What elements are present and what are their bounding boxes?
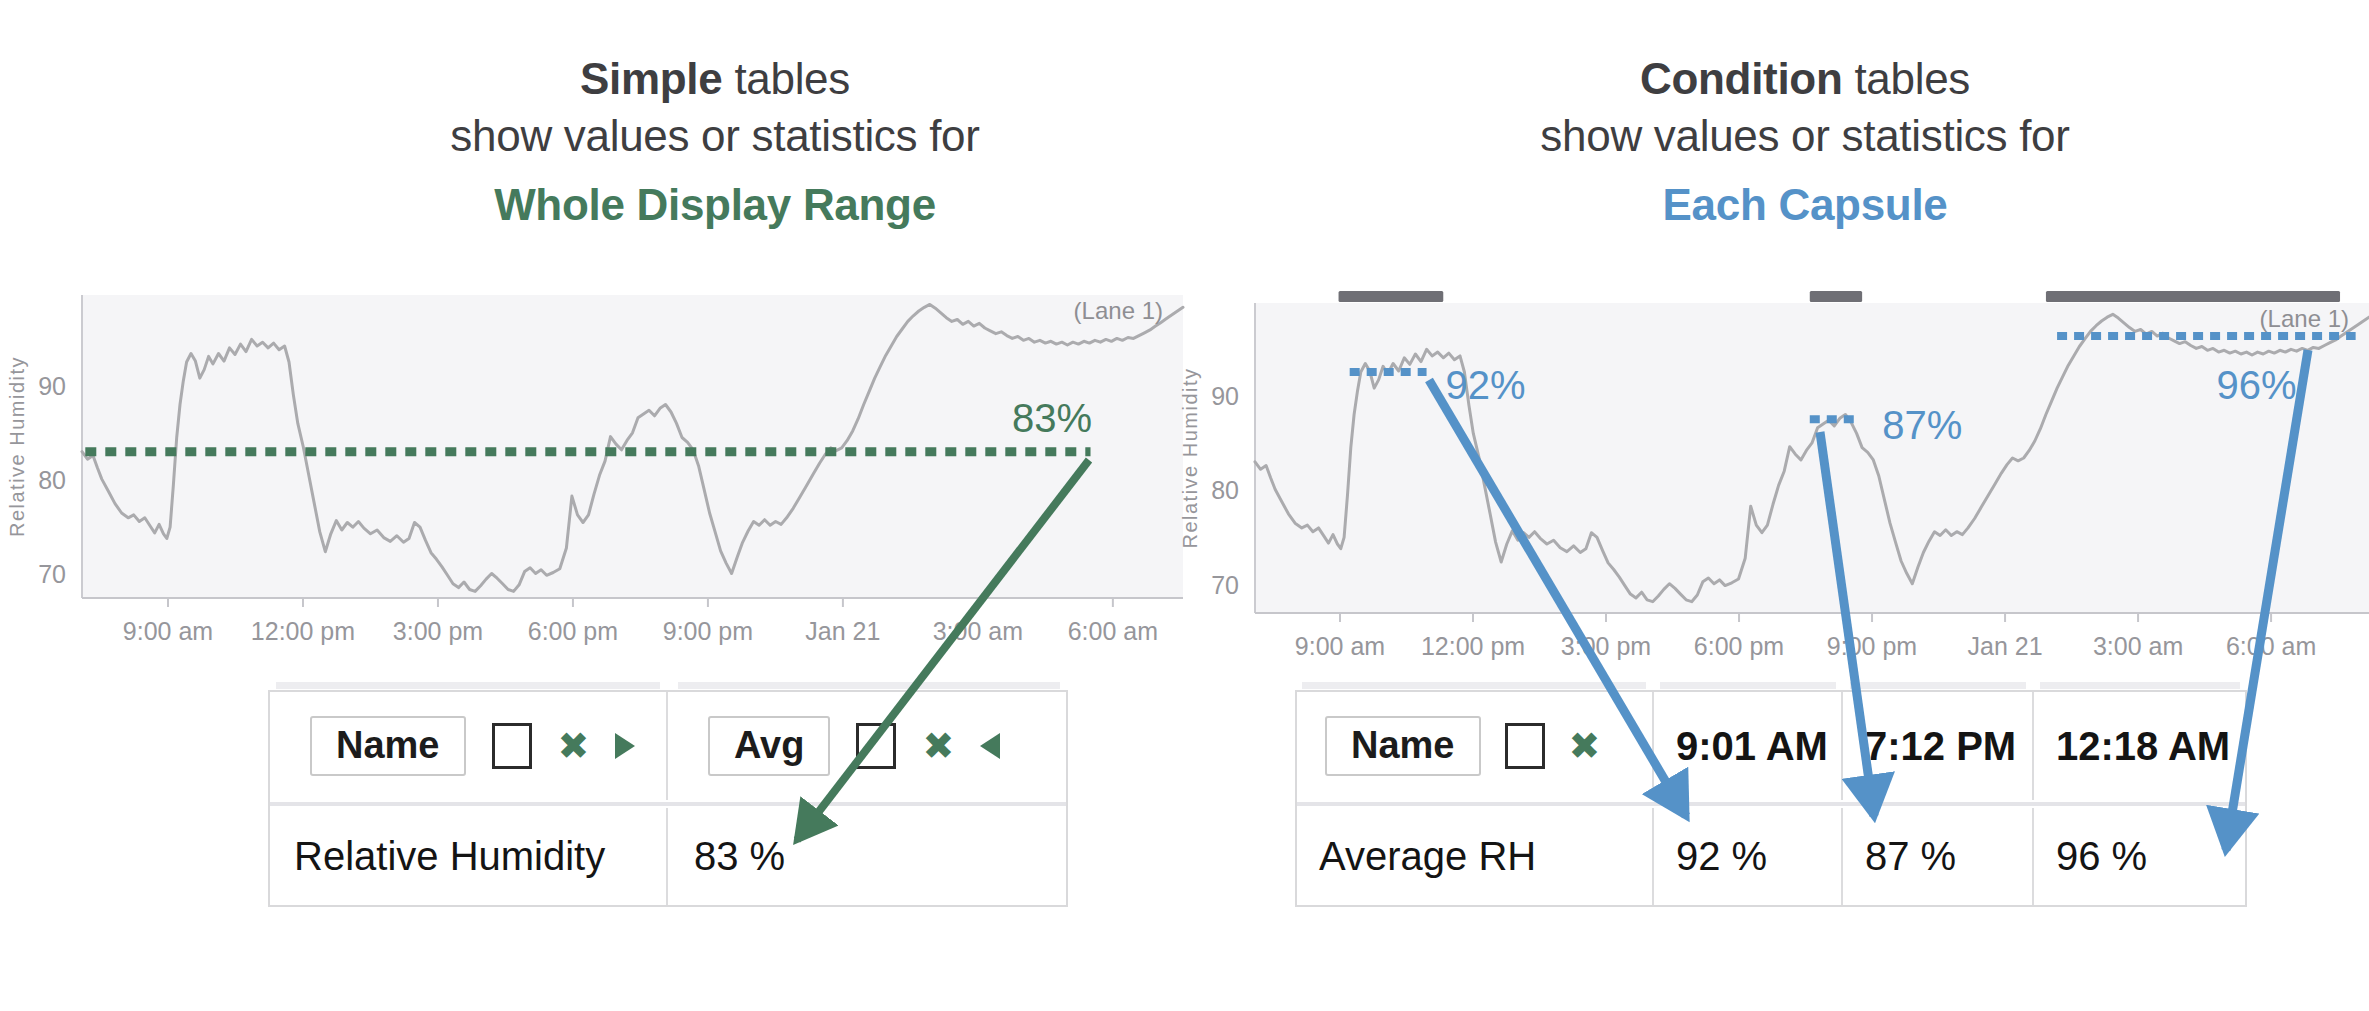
capsule-bar	[1810, 291, 1862, 302]
avg-column-checkbox[interactable]	[856, 723, 896, 769]
relative-humidity-curve	[82, 304, 1183, 591]
x-tick-label: 12:00 pm	[251, 617, 355, 645]
heading-bold-word: Condition	[1640, 54, 1843, 103]
capsule-value-cell-2: 87 %	[1843, 808, 2034, 905]
table-top-strip	[276, 682, 660, 689]
x-tick-label: 6:00 am	[1068, 617, 1158, 645]
heading-line2: show values or statistics for	[1305, 107, 2305, 164]
header-cell-name: Name ✖	[270, 692, 668, 800]
move-column-left-icon[interactable]	[980, 733, 1000, 759]
heading-line1: Simple tables	[215, 50, 1215, 107]
capsule-average-value-label: 87%	[1882, 403, 1962, 447]
table-divider	[1297, 800, 2245, 808]
header-cell-name: Name ✖	[1297, 692, 1654, 800]
table-top-strip	[678, 682, 1060, 689]
x-tick-label: 6:00 pm	[1694, 632, 1784, 660]
signal-name-text: Relative Humidity	[294, 834, 605, 879]
x-tick-label: 9:00 pm	[663, 617, 753, 645]
name-column-button[interactable]: Name	[1325, 716, 1481, 776]
signal-name-cell: Relative Humidity	[270, 808, 668, 905]
heading-bold-word: Simple	[580, 54, 722, 103]
x-tick-label: 3:00 pm	[393, 617, 483, 645]
heading-line1: Condition tables	[1305, 50, 2305, 107]
remove-avg-column-icon[interactable]: ✖	[922, 727, 954, 765]
whole-display-range-label: Whole Display Range	[215, 176, 1215, 233]
condition-table: Name ✖ 9:01 AM 7:12 PM 12:18 AM Average …	[1295, 690, 2247, 907]
y-tick-label: 70	[38, 560, 66, 588]
name-column-button[interactable]: Name	[310, 716, 466, 776]
simple-table-header-row: Name ✖ Avg ✖	[270, 692, 1066, 800]
y-axis-title: Relative Humidity	[6, 356, 28, 537]
x-tick-label: 3:00 am	[2093, 632, 2183, 660]
signal-name-cell: Average RH	[1297, 808, 1654, 905]
heading-rest: tables	[1843, 54, 1971, 103]
avg-value-cell: 83 %	[668, 808, 1066, 905]
capsule-value-text: 87 %	[1865, 834, 1956, 879]
x-tick-label: 9:00 pm	[1827, 632, 1917, 660]
capsule-bar	[2046, 291, 2340, 302]
x-tick-label: 12:00 pm	[1421, 632, 1525, 660]
average-value-label: 83%	[1012, 396, 1092, 440]
table-top-strip	[1850, 682, 2026, 689]
avg-column-button[interactable]: Avg	[708, 716, 830, 776]
heading-line2: show values or statistics for	[215, 107, 1215, 164]
table-divider	[270, 800, 1066, 808]
plot-area	[82, 295, 1183, 598]
capsule-header-1218am: 12:18 AM	[2034, 692, 2245, 800]
x-tick-label: 3:00 am	[933, 617, 1023, 645]
y-tick-label: 80	[1211, 476, 1239, 504]
relative-humidity-curve	[1255, 314, 2369, 601]
y-tick-label: 90	[1211, 382, 1239, 410]
capsule-value-text: 96 %	[2056, 834, 2147, 879]
capsule-average-value-label: 96%	[2216, 363, 2296, 407]
x-tick-label: 9:00 am	[123, 617, 213, 645]
avg-value-text: 83 %	[694, 834, 785, 879]
simple-trend-chart: 90 80 70 Relative Humidity 9:00 am 12:00 pm 3:…	[6, 295, 1183, 645]
y-axis-title: Relative Humidity	[1179, 367, 1201, 548]
capsule-value-cell-1: 92 %	[1654, 808, 1843, 905]
condition-table-header-row: Name ✖ 9:01 AM 7:12 PM 12:18 AM	[1297, 692, 2245, 800]
capsule-value-text: 92 %	[1676, 834, 1767, 879]
capsule-header-712pm: 7:12 PM	[1843, 692, 2034, 800]
signal-name-text: Average RH	[1319, 834, 1536, 879]
condition-trend-chart: 90 80 70 Relative Humidity 9:00 am 12:00 pm 3:…	[1179, 291, 2369, 660]
each-capsule-label: Each Capsule	[1305, 176, 2305, 233]
header-cell-avg: Avg ✖	[668, 692, 1066, 800]
remove-name-column-icon[interactable]: ✖	[558, 727, 590, 765]
simple-table: Name ✖ Avg ✖ Relative Humidity 83 %	[268, 690, 1068, 907]
x-tick-label: 9:00 am	[1295, 632, 1385, 660]
condition-table-data-row: Average RH 92 % 87 % 96 %	[1297, 808, 2245, 905]
x-tick-label: Jan 21	[1968, 632, 2043, 660]
heading-rest: tables	[722, 54, 850, 103]
y-tick-label: 90	[38, 372, 66, 400]
lane-label: (Lane 1)	[2260, 305, 2349, 332]
x-tick-label: 6:00 am	[2226, 632, 2316, 660]
table-top-strip	[1302, 682, 1646, 689]
capsule-average-value-label: 92%	[1445, 363, 1525, 407]
capsule-bar	[1339, 291, 1444, 302]
table-top-strip	[2040, 682, 2240, 689]
capsule-value-cell-3: 96 %	[2034, 808, 2245, 905]
simple-tables-heading: Simple tables show values or statistics …	[215, 50, 1215, 233]
name-column-checkbox[interactable]	[1505, 723, 1545, 769]
name-column-checkbox[interactable]	[492, 723, 532, 769]
x-tick-label: 6:00 pm	[528, 617, 618, 645]
x-tick-label: Jan 21	[805, 617, 880, 645]
table-top-strip	[1660, 682, 1836, 689]
x-tick-label: 3:00 pm	[1561, 632, 1651, 660]
plot-area	[1255, 303, 2369, 613]
move-column-right-icon[interactable]	[615, 733, 635, 759]
capsule-header-901am: 9:01 AM	[1654, 692, 1843, 800]
condition-tables-heading: Condition tables show values or statisti…	[1305, 50, 2305, 233]
y-tick-label: 80	[38, 466, 66, 494]
simple-table-data-row: Relative Humidity 83 %	[270, 808, 1066, 905]
y-tick-label: 70	[1211, 571, 1239, 599]
figure-canvas: Simple tables show values or statistics …	[0, 0, 2369, 1011]
lane-label: (Lane 1)	[1074, 297, 1163, 324]
remove-name-column-icon[interactable]: ✖	[1569, 727, 1601, 765]
